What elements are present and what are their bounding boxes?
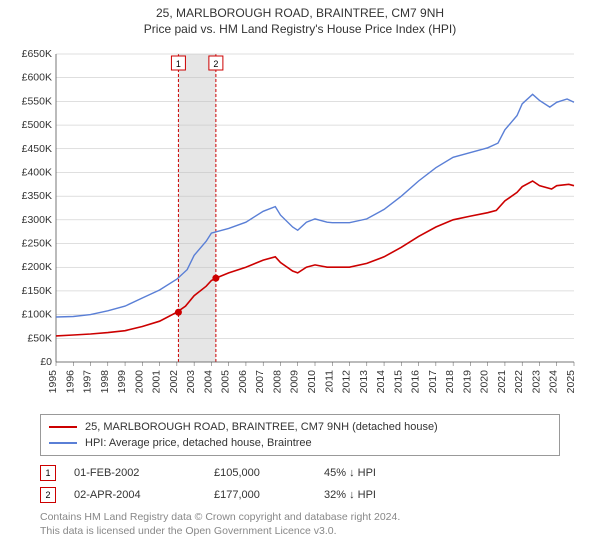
- sale-delta: 32% ↓ HPI: [324, 489, 434, 501]
- legend-item: HPI: Average price, detached house, Brai…: [49, 435, 551, 451]
- svg-text:2002: 2002: [168, 370, 180, 394]
- svg-text:£150K: £150K: [22, 285, 52, 297]
- svg-text:2023: 2023: [530, 370, 542, 394]
- svg-text:2016: 2016: [410, 370, 422, 394]
- svg-text:2025: 2025: [565, 370, 577, 394]
- svg-text:2005: 2005: [220, 370, 232, 394]
- svg-text:2009: 2009: [289, 370, 301, 394]
- legend-swatch: [49, 442, 77, 444]
- sale-date: 01-FEB-2002: [74, 467, 214, 479]
- svg-text:2006: 2006: [237, 370, 249, 394]
- svg-text:£500K: £500K: [22, 119, 52, 131]
- svg-text:2017: 2017: [427, 370, 439, 394]
- legend-swatch: [49, 426, 77, 428]
- sale-date: 02-APR-2004: [74, 489, 214, 501]
- svg-text:1997: 1997: [82, 370, 94, 394]
- sale-marker-icon: 1: [40, 465, 56, 481]
- svg-text:£650K: £650K: [22, 48, 52, 60]
- footer-line: This data is licensed under the Open Gov…: [40, 524, 560, 538]
- chart-title-sub: Price paid vs. HM Land Registry's House …: [0, 22, 600, 36]
- chart-title-address: 25, MARLBOROUGH ROAD, BRAINTREE, CM7 9NH: [0, 6, 600, 20]
- svg-text:£550K: £550K: [22, 95, 52, 107]
- svg-text:2022: 2022: [513, 370, 525, 394]
- chart-area: £0 £50K £100K £150K £200K £250K £300K £350K £400…: [10, 46, 590, 406]
- svg-text:2021: 2021: [496, 370, 508, 394]
- svg-text:2001: 2001: [151, 370, 163, 394]
- svg-text:2015: 2015: [392, 370, 404, 394]
- legend-label: 25, MARLBOROUGH ROAD, BRAINTREE, CM7 9NH…: [85, 421, 438, 433]
- svg-text:£350K: £350K: [22, 190, 52, 202]
- sale-row: 2 02-APR-2004 £177,000 32% ↓ HPI: [40, 484, 560, 506]
- svg-text:2: 2: [213, 59, 218, 69]
- legend-label: HPI: Average price, detached house, Brai…: [85, 437, 312, 449]
- svg-text:£450K: £450K: [22, 143, 52, 155]
- title-block: 25, MARLBOROUGH ROAD, BRAINTREE, CM7 9NH…: [0, 0, 600, 36]
- svg-text:2018: 2018: [444, 370, 456, 394]
- svg-text:1999: 1999: [116, 370, 128, 394]
- svg-text:2003: 2003: [185, 370, 197, 394]
- svg-text:£200K: £200K: [22, 261, 52, 273]
- sales-table: 1 01-FEB-2002 £105,000 45% ↓ HPI 2 02-AP…: [40, 462, 560, 506]
- svg-text:1998: 1998: [99, 370, 111, 394]
- svg-text:2011: 2011: [323, 370, 335, 393]
- svg-text:2007: 2007: [254, 370, 266, 394]
- sale-price: £105,000: [214, 467, 324, 479]
- svg-text:2019: 2019: [461, 370, 473, 394]
- svg-text:2010: 2010: [306, 370, 318, 394]
- line-chart: £0 £50K £100K £150K £200K £250K £300K £350K £400…: [10, 46, 586, 406]
- sale-price: £177,000: [214, 489, 324, 501]
- svg-text:1996: 1996: [64, 370, 76, 394]
- svg-text:2000: 2000: [133, 370, 145, 394]
- svg-text:2024: 2024: [548, 370, 560, 394]
- svg-text:£400K: £400K: [22, 166, 52, 178]
- svg-text:£100K: £100K: [22, 309, 52, 321]
- sale-row: 1 01-FEB-2002 £105,000 45% ↓ HPI: [40, 462, 560, 484]
- legend: 25, MARLBOROUGH ROAD, BRAINTREE, CM7 9NH…: [40, 414, 560, 456]
- svg-text:1: 1: [176, 59, 181, 69]
- legend-item: 25, MARLBOROUGH ROAD, BRAINTREE, CM7 9NH…: [49, 419, 551, 435]
- footer: Contains HM Land Registry data © Crown c…: [40, 510, 560, 538]
- svg-text:£250K: £250K: [22, 238, 52, 250]
- svg-text:£600K: £600K: [22, 72, 52, 84]
- svg-text:2014: 2014: [375, 370, 387, 394]
- svg-text:£300K: £300K: [22, 214, 52, 226]
- svg-text:2013: 2013: [358, 370, 370, 394]
- svg-text:2008: 2008: [271, 370, 283, 394]
- svg-text:2020: 2020: [479, 370, 491, 394]
- sale-marker-icon: 2: [40, 487, 56, 503]
- svg-text:2004: 2004: [202, 370, 214, 394]
- svg-text:1995: 1995: [47, 370, 59, 394]
- svg-text:£50K: £50K: [27, 332, 52, 344]
- footer-line: Contains HM Land Registry data © Crown c…: [40, 510, 560, 524]
- svg-text:2012: 2012: [341, 370, 353, 394]
- sale-delta: 45% ↓ HPI: [324, 467, 434, 479]
- svg-text:£0: £0: [40, 356, 52, 368]
